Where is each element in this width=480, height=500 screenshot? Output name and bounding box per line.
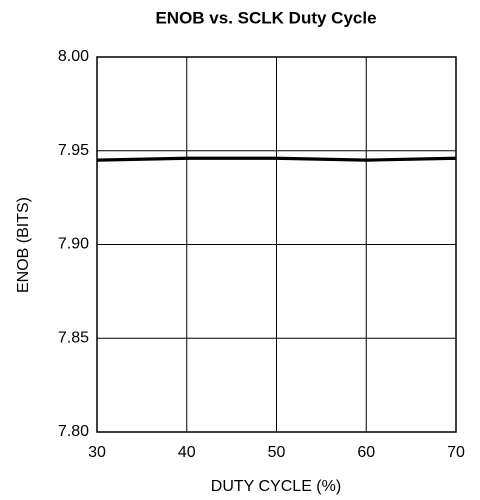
plot-border xyxy=(96,56,457,433)
y-tick-label: 7.95 xyxy=(58,142,89,159)
x-tick-label: 70 xyxy=(447,444,465,461)
data-line xyxy=(96,156,457,162)
x-tick-label: 40 xyxy=(178,444,196,461)
x-tick-label: 50 xyxy=(268,444,286,461)
y-tick-label: 7.80 xyxy=(58,423,89,440)
y-axis-label: ENOB (BITS) xyxy=(15,197,32,293)
x-tick-label: 30 xyxy=(88,444,106,461)
x-axis-label: DUTY CYCLE (%) xyxy=(211,478,341,495)
y-tick-label: 8.00 xyxy=(58,48,89,65)
x-tick-label: 60 xyxy=(357,444,375,461)
y-tick-label: 7.90 xyxy=(58,236,89,253)
chart-title: ENOB vs. SCLK Duty Cycle xyxy=(155,8,376,27)
y-tick-label: 7.85 xyxy=(58,329,89,346)
